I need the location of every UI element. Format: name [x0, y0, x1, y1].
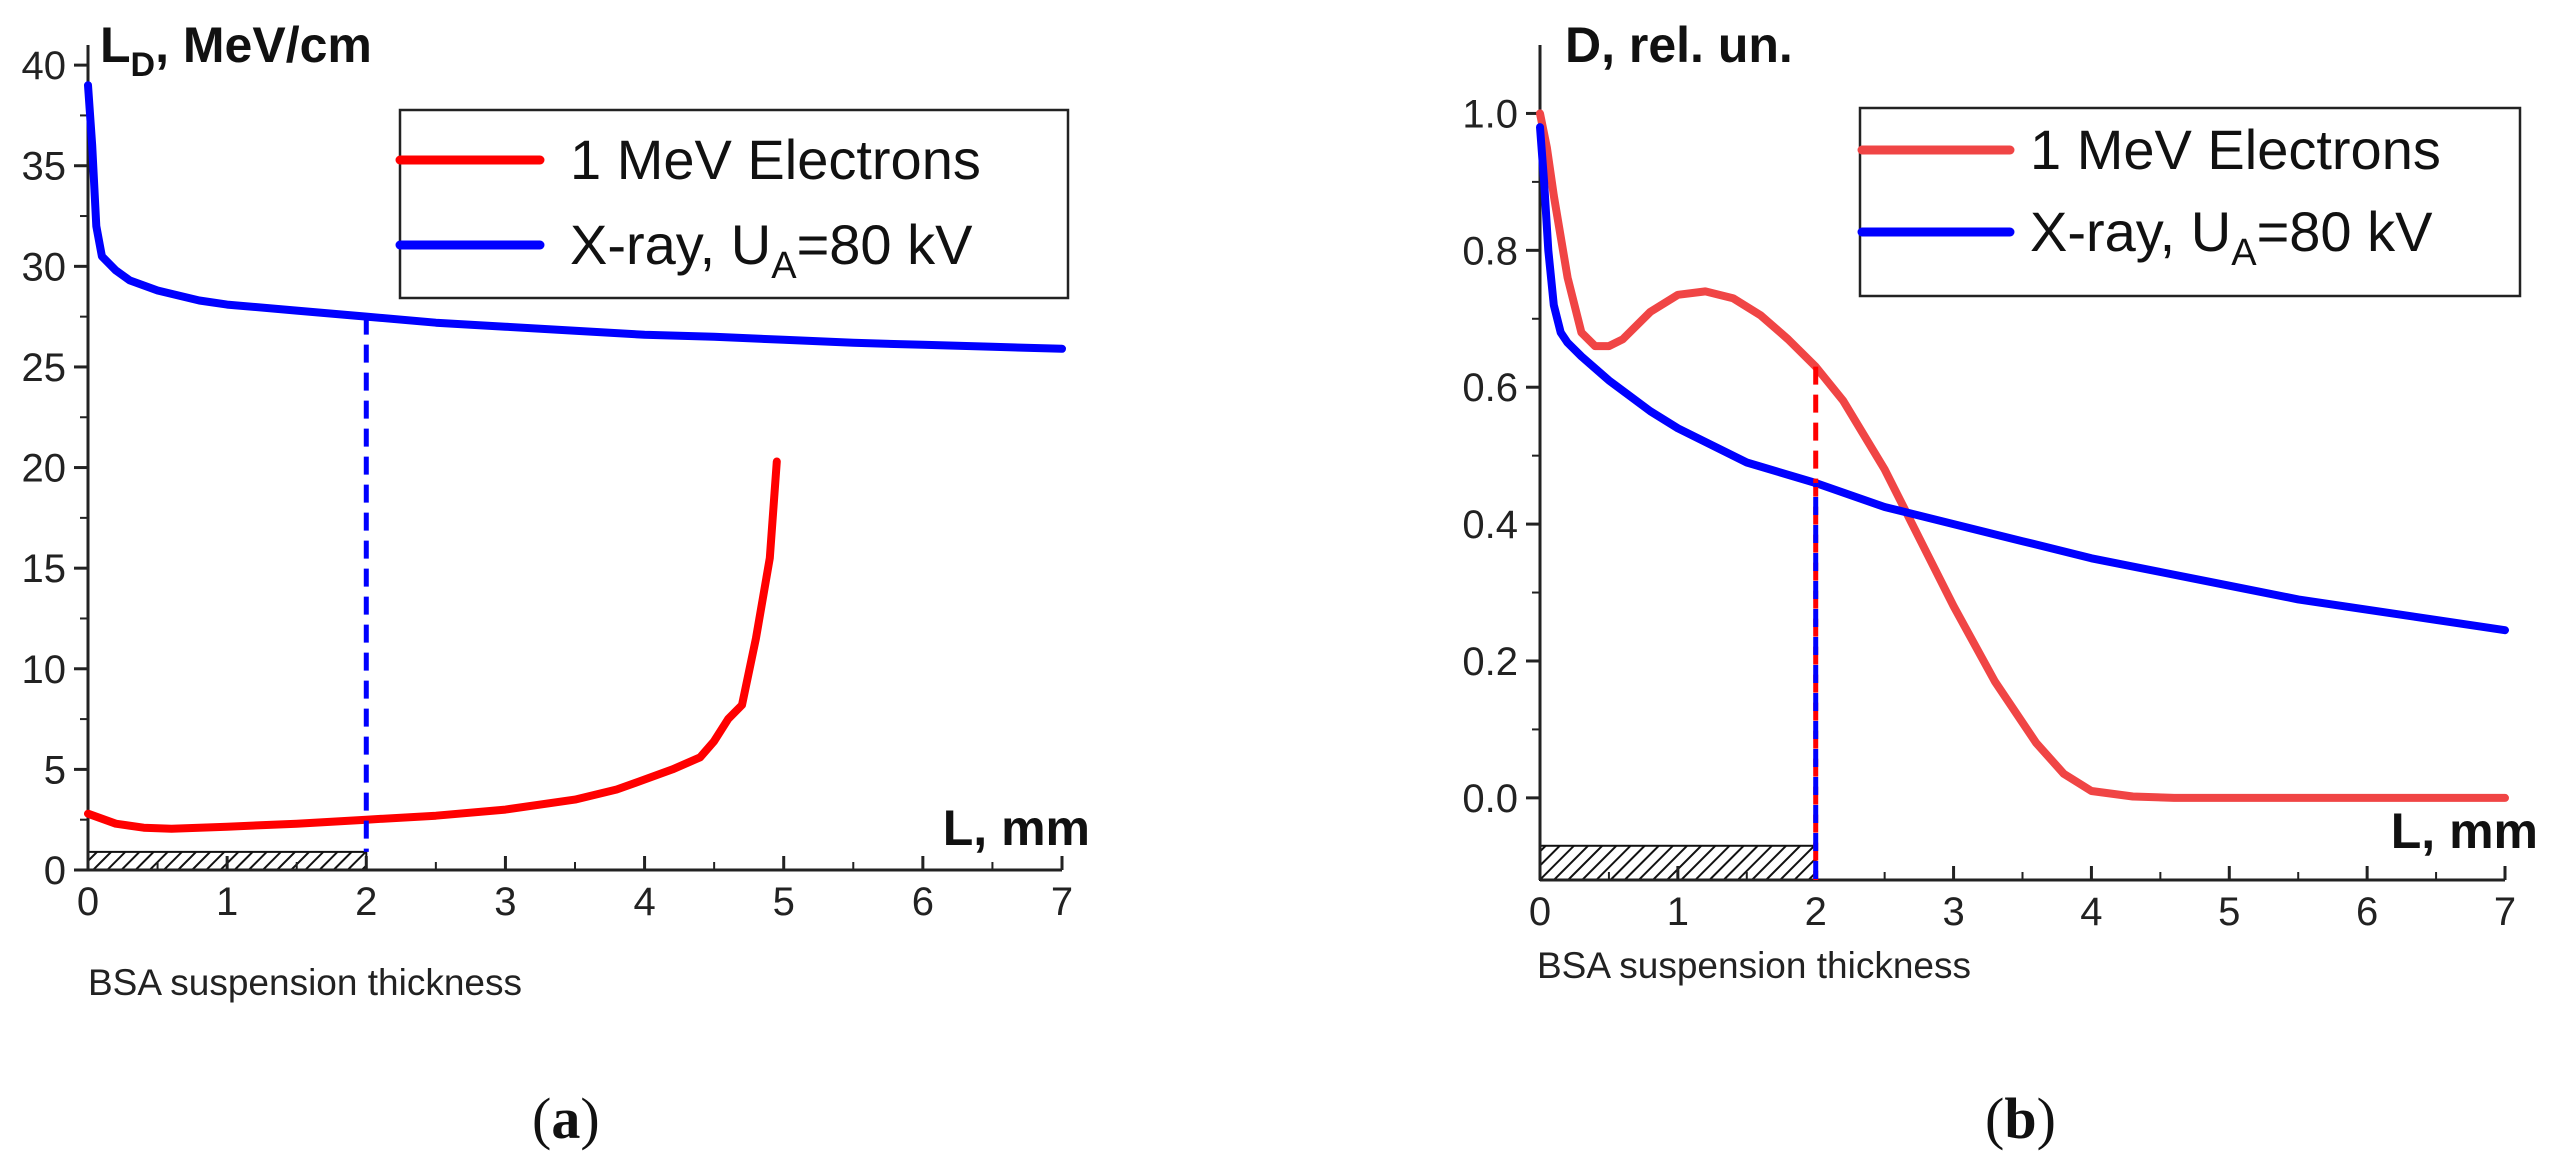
x-tick-label: 7 [2494, 890, 2516, 934]
x-tick-label: 0 [77, 880, 99, 924]
legend-box [398, 108, 1070, 300]
y-tick-label: 35 [22, 145, 67, 189]
y-tick-label: 30 [22, 245, 67, 289]
series-line-electrons [1536, 109, 2509, 802]
y-tick-label: 0.4 [1462, 503, 1518, 547]
y-tick-label: 40 [22, 44, 67, 88]
chart-panel-b: 0 1 2 3 4 5 6 7 0.0 0.2 0.4 0.6 0.8 1.0 1 MeV Electron… [1462, 17, 2538, 1151]
x-axis-title: L, mm [2391, 803, 2538, 859]
x-tick-label: 3 [494, 880, 516, 924]
series-line-xray [1536, 123, 2509, 635]
y-axis-title: D, rel. un. [1565, 17, 1793, 73]
x-tick-label: 4 [2080, 890, 2102, 934]
y-tick-label: 0.2 [1462, 640, 1518, 684]
y-tick-label: 0.6 [1462, 366, 1518, 410]
y-tick-label: 5 [44, 748, 66, 792]
series-line-electrons [84, 457, 781, 833]
legend-label-electrons: 1 MeV Electrons [2030, 118, 2441, 181]
legend-label-xray: X-ray, UA=80 kV [2030, 200, 2433, 274]
y-tick-label: 15 [22, 547, 67, 591]
thickness-caption: BSA suspension thickness [1537, 945, 1971, 986]
y-tick-label: 10 [22, 648, 67, 692]
y-tick-label: 0.0 [1462, 777, 1518, 821]
x-tick-label: 2 [355, 880, 377, 924]
legend-box [1858, 106, 2522, 298]
y-tick-label: 25 [22, 346, 67, 390]
x-tick-label: 0 [1529, 890, 1551, 934]
series-line-xray [84, 81, 1066, 353]
y-tick-label: 1.0 [1462, 92, 1518, 136]
panel-label: (b) [1985, 1086, 2056, 1151]
y-tick-label: 0 [44, 849, 66, 893]
panel-label: (a) [532, 1086, 600, 1151]
legend-label-xray: X-ray, UA=80 kV [570, 213, 973, 287]
x-tick-label: 3 [1942, 890, 1964, 934]
thickness-caption: BSA suspension thickness [88, 962, 522, 1003]
x-tick-label: 1 [1667, 890, 1689, 934]
x-tick-label: 6 [2356, 890, 2378, 934]
x-tick-label: 5 [773, 880, 795, 924]
x-tick-label: 6 [912, 880, 934, 924]
x-tick-label: 2 [1805, 890, 1827, 934]
x-tick-label: 7 [1051, 880, 1073, 924]
chart-panel-a: 0 1 2 3 4 5 6 7 0 5 10 15 20 25 30 35 40 1 MeV Electrons X… [22, 17, 1091, 1151]
x-axis-title: L, mm [943, 800, 1090, 856]
x-tick-label: 1 [216, 880, 238, 924]
x-tick-label: 5 [2218, 890, 2240, 934]
y-axis-title: LD, MeV/cm [100, 17, 372, 84]
x-tick-label: 4 [633, 880, 655, 924]
y-tick-label: 0.8 [1462, 229, 1518, 273]
legend-label-electrons: 1 MeV Electrons [570, 128, 981, 191]
y-tick-label: 20 [22, 447, 67, 491]
